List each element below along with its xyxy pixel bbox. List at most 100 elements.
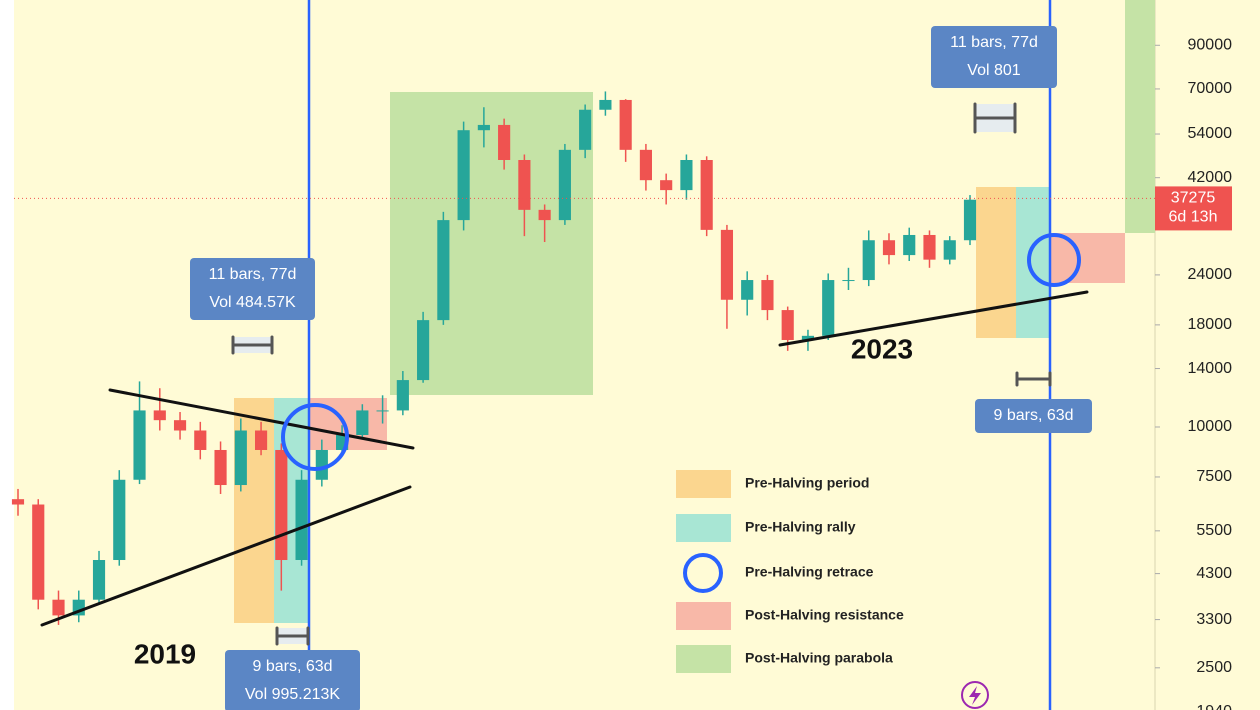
candle-body (295, 479, 308, 561)
measure-box (225, 650, 360, 710)
candle-body (842, 280, 855, 282)
candle-body (194, 430, 207, 450)
candle-body (538, 209, 551, 221)
candle-body (700, 159, 713, 230)
candle-body (903, 234, 916, 256)
candle-body (315, 449, 328, 480)
candle-body (32, 504, 45, 600)
y-tick-label: 42000 (1188, 169, 1233, 186)
candle-body (173, 420, 187, 431)
trend-line (40, 485, 412, 627)
candle-body (741, 280, 754, 300)
candle-body (275, 449, 288, 561)
candle-body (133, 410, 146, 480)
y-tick-label: 24000 (1188, 266, 1233, 283)
legend-swatch (676, 470, 731, 498)
zone (976, 187, 1016, 338)
candle-body (579, 109, 592, 150)
candle-body (619, 99, 632, 150)
legend-label: Pre-Halving period (745, 475, 869, 491)
year-label: 2023 (851, 333, 913, 364)
trend-line (108, 388, 415, 450)
candle-body (254, 430, 268, 450)
measure-label: 11 bars, 77d (950, 34, 1038, 51)
range-marker (231, 335, 274, 355)
y-tick-label: 4300 (1196, 565, 1232, 582)
retrace-circle (281, 403, 349, 471)
y-tick-label: 1940 (1196, 703, 1232, 710)
measure-label: Vol 801 (967, 62, 1020, 79)
range-marker (275, 626, 310, 646)
candle-body (11, 499, 25, 505)
candle-body (113, 479, 126, 561)
candle-body (882, 240, 896, 256)
y-tick-label: 18000 (1188, 316, 1233, 333)
candle-body (498, 124, 511, 160)
candle-body (234, 430, 247, 486)
y-tick-label: 10000 (1188, 418, 1233, 435)
y-tick-label: 14000 (1188, 360, 1233, 377)
candle-body (437, 220, 450, 321)
candle-body (214, 449, 227, 486)
candle-body (396, 380, 409, 411)
zone (1016, 187, 1050, 338)
trend-line (778, 290, 1089, 347)
legend-swatch (676, 514, 731, 542)
y-tick-label: 2500 (1196, 659, 1232, 676)
candle-body (92, 560, 106, 600)
measure-label: Vol 484.57K (209, 294, 296, 311)
y-tick-label: 5500 (1196, 522, 1232, 539)
retrace-circle (1027, 233, 1081, 287)
candle-body (963, 199, 977, 241)
y-tick-label: 70000 (1188, 80, 1233, 97)
price-axis (1155, 0, 1260, 710)
labels: 37275 6d 13h 11 bars, 77d Vol 484.57K 9 bars… (14, 26, 1232, 710)
legend-label: Post-Halving resistance (745, 607, 904, 623)
annotations (40, 0, 1089, 710)
candle-body (923, 234, 936, 260)
candle-body (862, 240, 875, 281)
candle-body (639, 149, 652, 181)
y-tick-label: 3300 (1196, 611, 1232, 628)
candle-body (518, 159, 531, 210)
y-tick-label: 7500 (1196, 468, 1232, 485)
candle-body (153, 410, 166, 421)
last-price-box (1155, 186, 1232, 231)
candle-body (477, 124, 490, 131)
legend-swatch (676, 645, 731, 673)
candle-body (558, 149, 571, 221)
left-margin (0, 0, 14, 710)
candle-body (660, 180, 673, 191)
measure-box (190, 258, 315, 320)
measure-label: Vol 995.213K (245, 686, 341, 703)
zone (1050, 233, 1125, 283)
candle-body (599, 99, 612, 110)
measure-label: 9 bars, 63d (993, 407, 1073, 424)
measure-label: 11 bars, 77d (209, 266, 297, 283)
y-tick-label: 54000 (1188, 125, 1233, 142)
legend-swatch (683, 553, 723, 593)
candle-body (781, 310, 794, 340)
candle-body (457, 130, 470, 221)
legend-swatch (676, 602, 731, 630)
measure-box (931, 26, 1057, 88)
countdown-label: 6d 13h (1169, 209, 1218, 226)
candle-body (822, 280, 835, 336)
legend-label: Pre-Halving retrace (745, 564, 874, 580)
y-tick-label: 90000 (1188, 36, 1233, 53)
candle-body (417, 320, 430, 381)
candles (11, 91, 977, 625)
zone (1125, 0, 1155, 233)
last-price-label: 37275 (1171, 190, 1216, 207)
candle-body (376, 410, 389, 412)
ticks: 1940 2500 3300 4300 5500 7500 10000 14000 18000 2… (1155, 0, 1232, 710)
y-tick-label: 120000 (1179, 0, 1232, 4)
range-marker (973, 102, 1017, 134)
legend-label: Pre-Halving rally (745, 519, 856, 535)
candle-body (356, 410, 369, 435)
candle-body (761, 280, 774, 311)
year-label: 2019 (134, 638, 196, 669)
candle-body (801, 335, 815, 340)
